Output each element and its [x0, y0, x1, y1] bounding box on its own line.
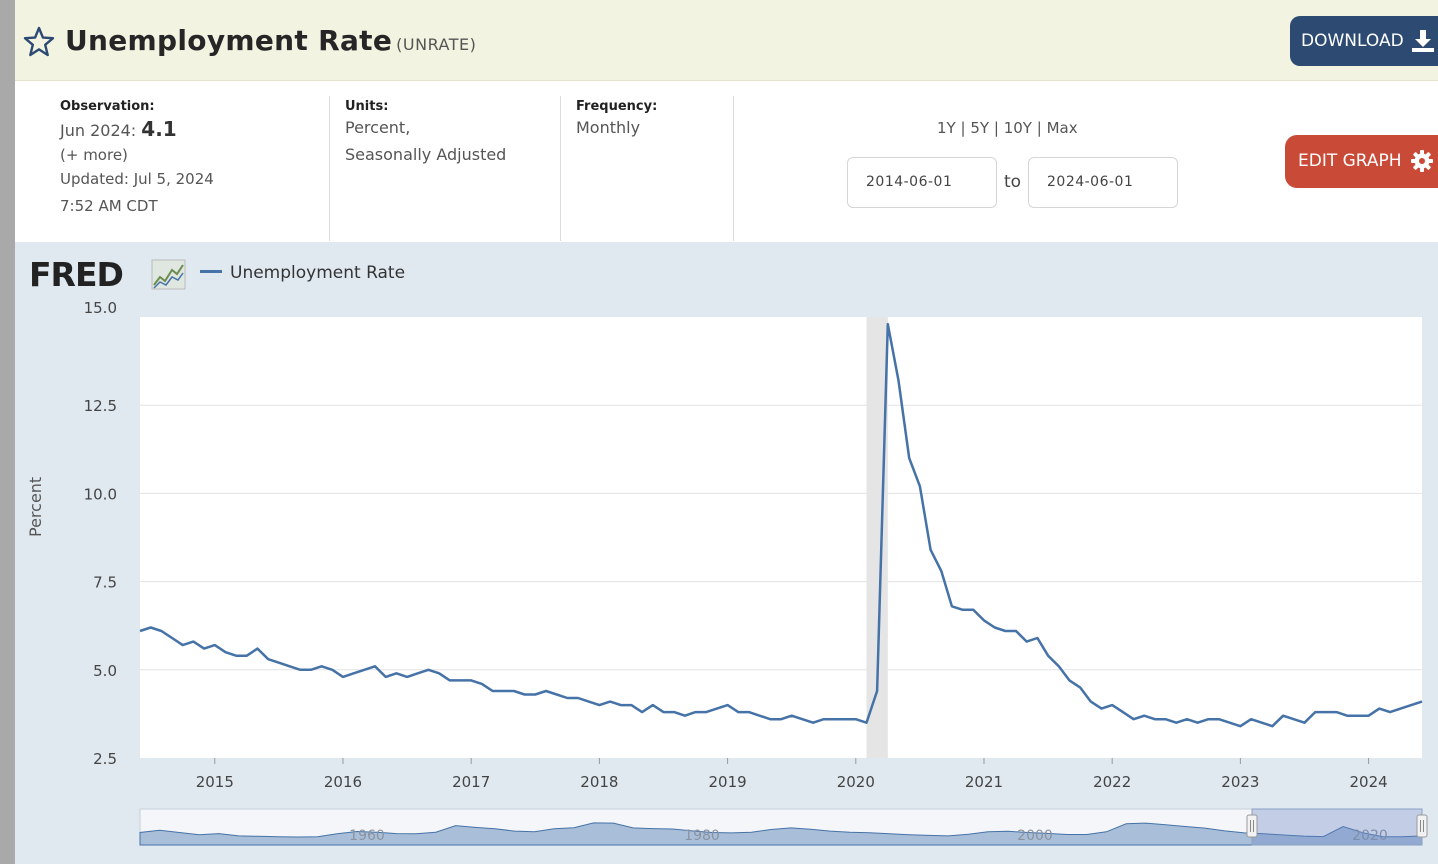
series-id: (UNRATE) — [396, 35, 477, 54]
updated-label: Updated: — [60, 170, 129, 188]
y-tick-label: 15.0 — [84, 299, 117, 317]
navigator-selection[interactable] — [1251, 808, 1423, 846]
x-tick-label: 2020 — [837, 773, 875, 791]
chart-legend[interactable]: Unemployment Rate — [200, 263, 405, 283]
chart-plot[interactable]: 15.0 12.5 10.0 7.5 5.0 2.5 2015 2016 2017 2018 20… — [15, 242, 1438, 864]
frequency-value: Monthly — [576, 118, 641, 137]
start-date-input[interactable]: 2014-06-01 — [847, 157, 997, 208]
observation-value: 4.1 — [141, 117, 177, 141]
series-header: Unemployment Rate (UNRATE) DOWNLOAD — [15, 0, 1438, 81]
units-adjustment: Seasonally Adjusted — [345, 145, 507, 164]
x-tick-label: 2024 — [1349, 773, 1387, 791]
x-tick-label: 2016 — [324, 773, 362, 791]
chart-container: FRED Unemployment Rate Percent 15.0 12.5 1… — [15, 242, 1438, 864]
frequency-column: Frequency: Monthly — [560, 96, 748, 241]
more-observations-link[interactable]: (+ more) — [60, 146, 128, 164]
range-separator: | — [1036, 119, 1042, 137]
units-column: Units: Percent, Seasonally Adjusted — [329, 96, 575, 241]
y-tick-label: 2.5 — [93, 750, 117, 768]
legend-series-name: Unemployment Rate — [230, 263, 406, 283]
recession-shading — [866, 317, 888, 758]
x-tick-label: 2019 — [708, 773, 746, 791]
x-tick-label: 2015 — [196, 773, 234, 791]
end-date-input[interactable]: 2024-06-01 — [1028, 157, 1178, 208]
updated-date: Jul 5, 2024 — [133, 170, 214, 188]
navigator-year-label: 1980 — [684, 828, 720, 844]
x-tick-label: 2023 — [1221, 773, 1259, 791]
download-icon — [1412, 30, 1434, 52]
range-separator: | — [960, 119, 966, 137]
edit-graph-label: EDIT GRAPH — [1298, 151, 1402, 171]
x-tick-label: 2021 — [965, 773, 1003, 791]
x-tick-label: 2017 — [452, 773, 490, 791]
plot-area — [140, 317, 1422, 758]
y-tick-label: 12.5 — [84, 397, 117, 415]
edit-graph-button[interactable]: EDIT GRAPH — [1285, 135, 1438, 188]
x-tick-label: 2018 — [580, 773, 618, 791]
updated-time: 7:52 AM CDT — [60, 197, 158, 215]
frequency-label: Frequency: — [576, 99, 658, 114]
navigator-handle[interactable] — [1416, 814, 1428, 838]
navigator-series-area — [139, 822, 1423, 846]
fred-logo: FRED — [29, 256, 186, 292]
range-selector: 1Y | 5Y | 10Y | Max — [937, 119, 1078, 137]
range-1y[interactable]: 1Y — [937, 119, 956, 137]
x-tick-label: 2022 — [1093, 773, 1131, 791]
observation-column: Observation: Jun 2024: 4.1 (+ more) Upda… — [60, 96, 320, 241]
observation-date: Jun 2024: — [60, 121, 137, 140]
series-title: Unemployment Rate — [65, 24, 393, 57]
range-5y[interactable]: 5Y — [970, 119, 990, 137]
observation-label: Observation: — [60, 99, 155, 114]
series-line-unemployment-rate — [139, 322, 1423, 728]
controls-separator — [733, 96, 735, 241]
series-info-panel: Observation: Jun 2024: 4.1 (+ more) Upda… — [15, 81, 1438, 242]
navigator-year-label: 2020 — [1352, 828, 1388, 844]
page-title: Unemployment Rate (UNRATE) — [65, 24, 476, 57]
navigator-year-label: 1960 — [349, 828, 385, 844]
date-to-label: to — [1004, 172, 1022, 192]
download-button[interactable]: DOWNLOAD — [1290, 16, 1438, 66]
y-tick-label: 7.5 — [93, 574, 117, 592]
legend-line-swatch — [200, 269, 222, 273]
range-separator: | — [993, 119, 999, 137]
units-label: Units: — [345, 99, 389, 114]
svg-text:FRED: FRED — [29, 256, 123, 292]
window-edge — [0, 0, 16, 864]
observation-value-row: Jun 2024: 4.1 — [60, 116, 320, 144]
navigator-year-label: 2000 — [1017, 828, 1053, 844]
units-value: Percent, — [345, 118, 411, 137]
range-10y[interactable]: 10Y — [1003, 119, 1032, 137]
y-tick-label: 5.0 — [93, 662, 117, 680]
download-label: DOWNLOAD — [1301, 31, 1404, 51]
gear-icon — [1411, 150, 1433, 172]
updated-row: Updated: Jul 5, 2024 — [60, 166, 320, 193]
star-icon[interactable] — [23, 26, 55, 58]
navigator-handle[interactable] — [1246, 814, 1258, 838]
range-navigator[interactable]: 1960 1980 2000 2020 — [139, 808, 1428, 846]
range-max[interactable]: Max — [1046, 119, 1078, 137]
y-tick-label: 10.0 — [84, 485, 117, 503]
